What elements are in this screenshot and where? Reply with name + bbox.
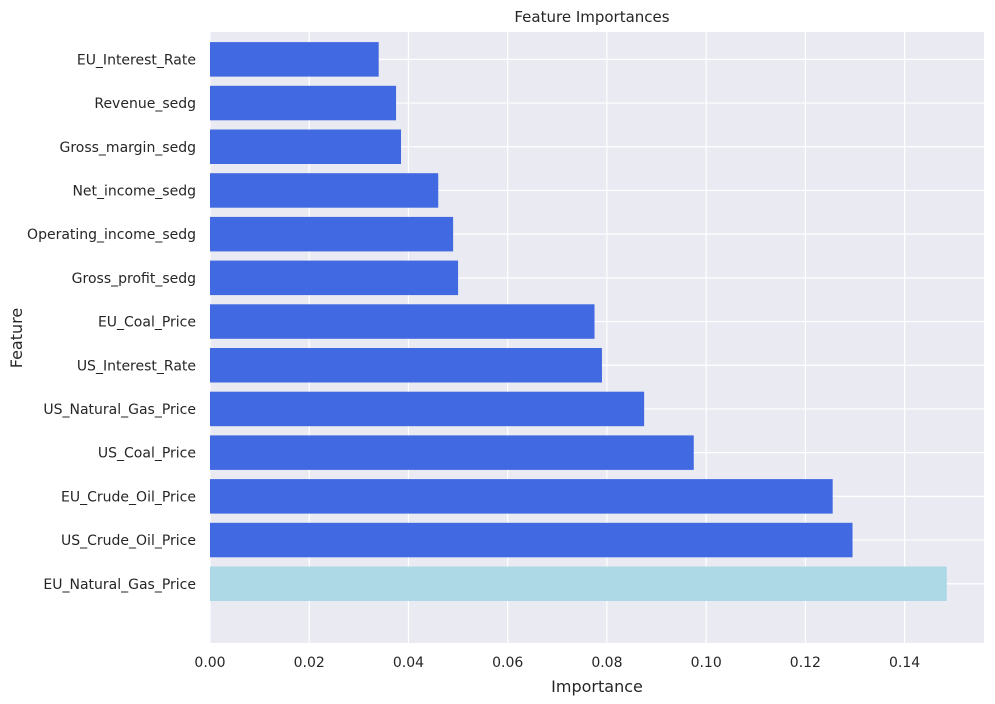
y-tick-label: Revenue_sedg [94, 96, 196, 112]
bar-eu-coal-price [210, 304, 595, 339]
x-tick-label: 0.12 [790, 655, 821, 671]
y-tick-label: EU_Interest_Rate [77, 52, 196, 68]
bar-us-interest-rate [210, 348, 602, 383]
x-tick-label: 0.10 [691, 655, 722, 671]
x-tick-label: 0.02 [294, 655, 325, 671]
y-tick-label: EU_Natural_Gas_Price [43, 577, 196, 593]
y-tick-label: US_Coal_Price [98, 446, 196, 462]
y-tick-label: US_Interest_Rate [77, 358, 196, 374]
y-tick-label: US_Natural_Gas_Price [43, 402, 196, 418]
x-tick-label: 0.14 [889, 655, 920, 671]
bar-gross-margin-sedg [210, 129, 402, 164]
y-axis-label: Feature [7, 308, 26, 368]
bar-revenue-sedg [210, 85, 397, 121]
y-tick-label: Gross_margin_sedg [59, 140, 196, 156]
x-tick-label: 0.00 [194, 655, 225, 671]
y-axis-ticks: EU_Interest_Rate Revenue_sedg Gross_margin… [27, 52, 196, 592]
bar-us-natural-gas-price [210, 391, 645, 427]
bar-net-income-sedg [210, 173, 439, 208]
x-axis-ticks: 0.00 0.02 0.04 0.06 0.08 0.10 0.12 0.14 [194, 655, 920, 671]
y-tick-label: Operating_income_sedg [27, 227, 196, 243]
bar-eu-natural-gas-price [210, 566, 947, 601]
y-tick-label: EU_Crude_Oil_Price [61, 489, 196, 505]
bar-gross-profit-sedg [210, 260, 459, 296]
y-tick-label: EU_Coal_Price [98, 315, 196, 331]
bar-us-coal-price [210, 435, 694, 470]
bar-us-crude-oil-price [210, 522, 853, 558]
y-tick-label: US_Crude_Oil_Price [61, 533, 196, 549]
x-axis-label: Importance [551, 677, 643, 696]
x-tick-label: 0.06 [492, 655, 523, 671]
y-tick-label: Net_income_sedg [72, 183, 196, 199]
bars [210, 42, 947, 601]
chart-title: Feature Importances [514, 8, 669, 26]
bar-operating-income-sedg [210, 216, 454, 252]
x-tick-label: 0.04 [393, 655, 424, 671]
bar-eu-crude-oil-price [210, 479, 833, 514]
bar-eu-interest-rate [210, 42, 379, 77]
y-tick-label: Gross_profit_sedg [72, 271, 196, 287]
x-tick-label: 0.08 [591, 655, 622, 671]
